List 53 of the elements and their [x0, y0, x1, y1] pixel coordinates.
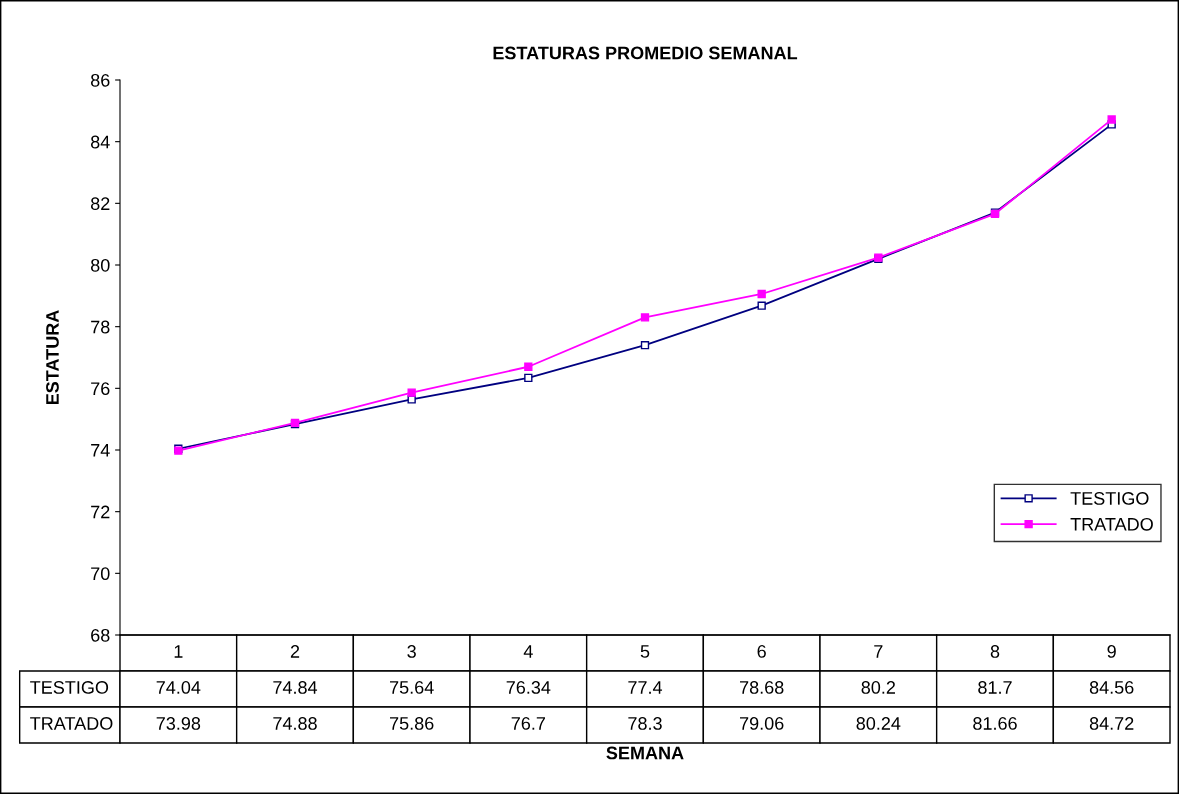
x-tick-label: 8 — [990, 645, 1000, 658]
data-label: 76.7 — [511, 717, 545, 730]
x-tick-label: 1 — [174, 645, 183, 658]
data-label: 73.98 — [156, 717, 201, 730]
point — [1107, 115, 1116, 124]
chart-title: ESTATURAS PROMEDIO SEMANAL — [493, 46, 798, 60]
data-label: 74.84 — [273, 681, 318, 694]
legend-label: TRATADO — [1070, 517, 1153, 531]
x-tick-label: 3 — [407, 645, 416, 658]
data-label: 81.66 — [973, 717, 1017, 730]
point — [524, 373, 533, 383]
data-label: 81.7 — [978, 681, 1012, 694]
y-tick-label: 84 — [90, 135, 110, 149]
data-label: 77.4 — [628, 681, 663, 694]
x-tick-label: 2 — [290, 645, 300, 658]
data-label: 80.2 — [861, 681, 895, 694]
y-tick-label: 78 — [91, 320, 110, 334]
y-tick-label: 80 — [90, 258, 110, 272]
point — [757, 289, 766, 299]
y-tick-label: 76 — [91, 382, 110, 396]
data-label: 84.72 — [1089, 717, 1134, 730]
data-label: 75.86 — [390, 717, 434, 730]
point — [407, 388, 416, 397]
y-tick-label: 72 — [91, 505, 110, 519]
text: TESTIGO — [30, 681, 109, 694]
point — [407, 395, 416, 404]
y-tick-label: 74 — [91, 444, 110, 457]
legend-label: TESTIGO — [1070, 492, 1149, 505]
point — [640, 340, 650, 350]
data-label: 75.64 — [390, 681, 434, 694]
data-label: 78.68 — [740, 681, 784, 694]
x-tick-label: 6 — [757, 645, 766, 658]
y-tick-label: 82 — [90, 197, 110, 211]
text: TRATADO — [30, 717, 113, 730]
x-tick-label: 7 — [874, 645, 883, 658]
x-axis-title: SEMANA — [606, 746, 684, 760]
point — [524, 362, 533, 371]
y-tick-label: 86 — [90, 73, 110, 87]
point — [640, 313, 650, 322]
data-label: 80.24 — [856, 717, 901, 730]
data-label: 78.3 — [628, 717, 662, 730]
data-label: 74.88 — [273, 717, 317, 730]
y-tick-label: 68 — [91, 628, 110, 642]
x-tick-label: 5 — [640, 645, 650, 658]
x-tick-label: 9 — [1107, 645, 1116, 658]
point — [757, 301, 766, 310]
data-label: 76.34 — [506, 681, 551, 694]
data-label: 84.56 — [1089, 681, 1134, 694]
y-tick-label: 70 — [91, 567, 110, 581]
data-label: 79.06 — [740, 717, 784, 730]
y-axis-title: ESTATURA — [46, 310, 59, 405]
data-label: 74.04 — [156, 681, 201, 694]
x-tick-label: 4 — [523, 645, 533, 658]
